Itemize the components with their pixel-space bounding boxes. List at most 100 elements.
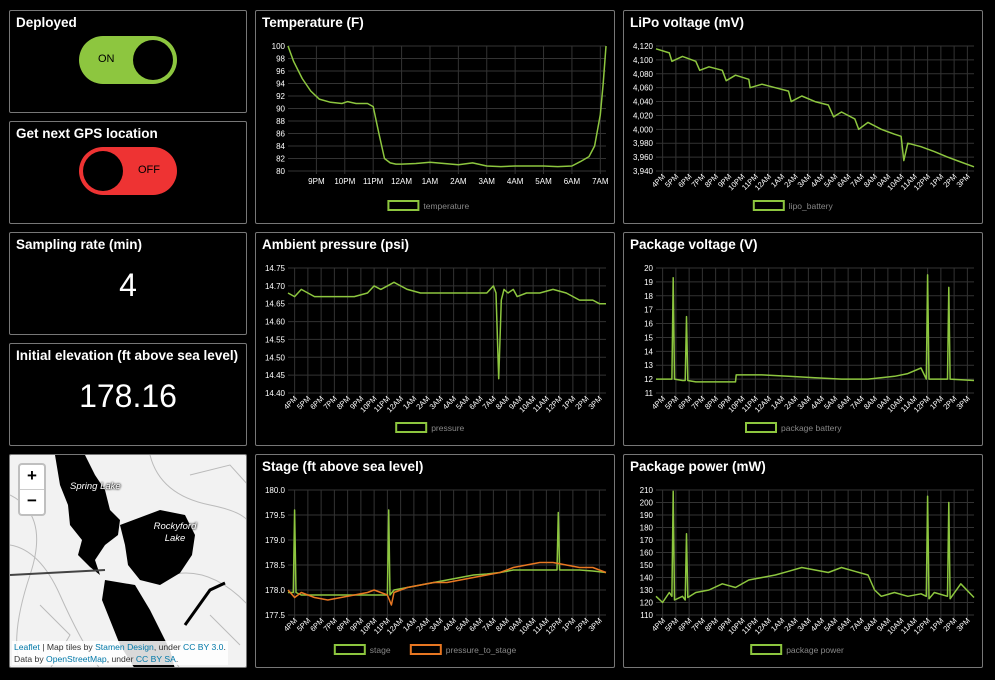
- lipo-chart: 3,940 3,960 3,980 4,000 4,020 4,040 4,060 4,080…: [633, 42, 975, 211]
- gps-title: Get next GPS location: [16, 126, 158, 141]
- y-tick-label: 98: [276, 55, 285, 64]
- y-tick-label: 4,080: [633, 70, 654, 79]
- y-tick-label: 100: [272, 42, 286, 51]
- y-tick-label: 120: [640, 599, 654, 608]
- attrib-text: , under: [153, 642, 183, 652]
- y-tick-label: 179.5: [265, 511, 286, 520]
- map-attribution: Leaflet | Map tiles by Stamen Design, un…: [12, 641, 228, 665]
- toggle-knob: [133, 40, 173, 80]
- x-tick-label: 3PM: [955, 172, 972, 189]
- x-tick-label: 9PM: [308, 177, 325, 186]
- y-tick-label: 178.0: [265, 586, 286, 595]
- y-tick-label: 14: [644, 347, 653, 356]
- y-tick-label: 160: [640, 549, 654, 558]
- y-tick-label: 179.0: [265, 536, 286, 545]
- stamen-link[interactable]: Stamen Design: [95, 642, 154, 652]
- x-tick-label: 7AM: [592, 177, 609, 186]
- legend-swatch: [409, 644, 442, 655]
- deployed-panel: Deployed ON: [9, 10, 247, 113]
- cc-by-link[interactable]: CC BY 3.0: [182, 642, 224, 652]
- y-tick-label: 96: [276, 67, 285, 76]
- y-tick-label: 140: [640, 574, 654, 583]
- x-tick-label: 3AM: [479, 177, 496, 186]
- zoom-out-button[interactable]: −: [20, 489, 44, 514]
- cc-by-sa-link[interactable]: CC BY SA: [135, 654, 176, 664]
- y-tick-label: 13: [644, 361, 653, 370]
- package-voltage-chart: 111213141516171819204PM5PM6PM7PM8PM9PM10…: [644, 264, 975, 433]
- x-tick-label: 3PM: [955, 394, 972, 411]
- y-tick-label: 190: [640, 511, 654, 520]
- gps-toggle-label: OFF: [138, 164, 160, 176]
- x-tick-label: 2AM: [450, 177, 467, 186]
- legend-swatch: [395, 422, 428, 433]
- series-line-lipo-battery: [655, 48, 975, 168]
- y-tick-label: 82: [276, 155, 285, 164]
- y-tick-label: 84: [276, 142, 285, 151]
- y-tick-label: 200: [640, 499, 654, 508]
- series-line-package-power: [655, 490, 975, 604]
- legend-label: lipo_battery: [789, 201, 834, 211]
- y-tick-label: 3,980: [633, 139, 654, 148]
- legend-label: package power: [786, 645, 844, 655]
- attrib-text: , under: [106, 654, 136, 664]
- x-tick-label: 3PM: [587, 394, 604, 411]
- map-panel[interactable]: Spring Lake Rockyford Lake + − Leaflet |…: [9, 454, 247, 668]
- y-tick-label: 12: [644, 375, 653, 384]
- temperature-panel: Temperature (F) 80 82 84 86 88 90 92 94 96 98 100 9…: [255, 10, 615, 224]
- y-tick-label: 86: [276, 130, 285, 139]
- series-line-temperature: [287, 45, 607, 168]
- package-power-panel: Package power (mW) 110 120 130 140 150 160 170…: [623, 454, 983, 668]
- series-line-package-battery: [656, 274, 975, 383]
- gps-toggle[interactable]: OFF: [79, 147, 177, 195]
- y-tick-label: 94: [276, 80, 285, 89]
- sampling-panel: Sampling rate (min) 4: [9, 232, 247, 335]
- y-tick-label: 11: [645, 389, 654, 398]
- pressure-chart: 14.40 14.45 14.50 14.55 14.60 14.65 14.70 14.75…: [265, 264, 606, 433]
- series-line-pressure-to-stage: [287, 561, 607, 606]
- deployed-toggle-label: ON: [98, 53, 115, 65]
- chart-title: Package power (mW): [630, 459, 766, 474]
- y-tick-label: 4,120: [633, 42, 654, 51]
- y-tick-label: 110: [640, 611, 653, 620]
- x-tick-label: 3PM: [587, 616, 604, 633]
- stage-panel: Stage (ft above sea level) 177.5 178.0 178…: [255, 454, 615, 668]
- elevation-title: Initial elevation (ft above sea level): [16, 348, 239, 363]
- y-tick-label: 150: [640, 561, 654, 570]
- y-tick-label: 4,020: [633, 111, 654, 120]
- y-tick-label: 14.70: [265, 282, 286, 291]
- y-tick-label: 17: [644, 306, 653, 315]
- series-line-pressure: [287, 281, 606, 380]
- y-tick-label: 88: [276, 117, 285, 126]
- x-tick-label: 3PM: [955, 616, 972, 633]
- y-tick-label: 14.40: [265, 389, 286, 398]
- zoom-in-button[interactable]: +: [27, 466, 37, 485]
- y-tick-label: 15: [644, 333, 653, 342]
- attrib-text: .: [175, 654, 179, 664]
- osm-link[interactable]: OpenStreetMap: [46, 654, 107, 664]
- map-label-spring-lake: Spring Lake: [70, 481, 121, 492]
- elevation-value: 178.16: [79, 378, 177, 414]
- y-tick-label: 178.5: [265, 561, 286, 570]
- y-tick-label: 180.0: [265, 486, 286, 495]
- y-tick-label: 170: [640, 536, 654, 545]
- legend-label: temperature: [423, 201, 469, 211]
- y-tick-label: 19: [644, 278, 653, 287]
- leaflet-link[interactable]: Leaflet: [14, 642, 40, 652]
- y-tick-label: 14.50: [265, 353, 286, 362]
- y-tick-label: 210: [640, 486, 654, 495]
- stage-chart: 177.5178.0178.5179.0179.5180.04PM5PM6PM7…: [265, 486, 607, 655]
- y-tick-label: 4,060: [633, 84, 654, 93]
- deployed-title: Deployed: [16, 15, 77, 30]
- toggle-knob: [83, 151, 123, 191]
- legend-swatch: [750, 644, 783, 655]
- y-tick-label: 4,000: [633, 125, 654, 134]
- lipo-panel: LiPo voltage (mV) 3,940 3,960 3,980 4,000 4,…: [623, 10, 983, 224]
- map-label-rockyford-lake: Rockyford Lake: [153, 521, 197, 544]
- x-tick-label: 12AM: [391, 177, 412, 186]
- y-tick-label: 4,100: [633, 56, 654, 65]
- deployed-toggle[interactable]: ON: [79, 36, 177, 84]
- x-tick-label: 6AM: [564, 177, 581, 186]
- legend-label: pressure: [431, 423, 464, 433]
- attrib-text: .: [223, 642, 226, 652]
- chart-title: LiPo voltage (mV): [630, 15, 745, 30]
